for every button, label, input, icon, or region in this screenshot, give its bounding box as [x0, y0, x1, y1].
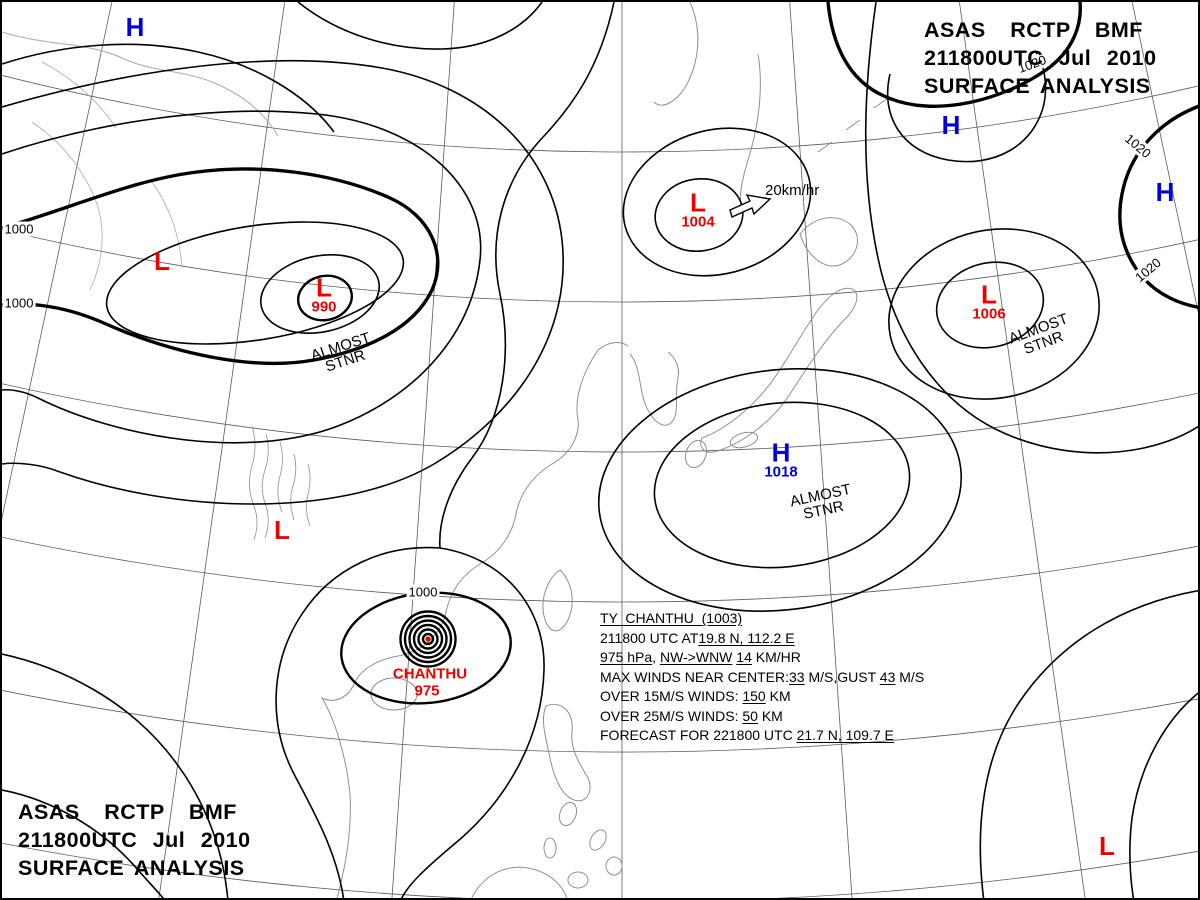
typhoon-icon: [399, 610, 457, 668]
title-block-bottom-left: ASAS RCTP BMF 211800UTC Jul 2010 SURFACE…: [18, 798, 251, 882]
title-charttype: SURFACE ANALYSIS: [924, 74, 1151, 98]
low-symbol: L: [274, 515, 290, 545]
isobar-value-label: 1000: [2, 221, 36, 237]
pressure-value: 1006: [972, 305, 1006, 323]
typhoon-info-line: 975 hPa, NW->WNW 14 KM/HR: [600, 648, 924, 668]
info-text-underlined: TY CHANTHU (1003): [600, 610, 743, 626]
info-text: M/S,GUST: [804, 668, 880, 685]
typhoon-info-line: 211800 UTC AT19.8 N, 112.2 E: [600, 629, 924, 649]
info-text-underlined: 50: [742, 707, 758, 724]
high-symbol: H: [1155, 177, 1175, 207]
info-text: ,: [652, 649, 660, 665]
title-agency: ASAS RCTP BMF: [924, 18, 1143, 42]
high-symbol: H: [125, 12, 145, 42]
low-pressure-marker: L: [154, 246, 170, 276]
low-pressure-marker: L 1004: [681, 187, 715, 231]
pressure-value: 1018: [764, 463, 798, 481]
high-pressure-marker: H: [125, 12, 145, 42]
title-datetime: 211800UTC Jul 2010: [924, 46, 1157, 70]
info-text: KM: [765, 688, 791, 704]
typhoon-info-line: TY CHANTHU (1003): [600, 609, 924, 629]
info-text-underlined: 19.8 N, 112.2 E: [698, 629, 795, 646]
info-text-underlined: 14: [736, 649, 752, 665]
info-text: OVER 25M/S WINDS:: [600, 707, 743, 724]
typhoon-info: TY CHANTHU (1003) 211800 UTC AT19.8 N, 11…: [600, 609, 924, 746]
info-text-underlined: 150: [742, 688, 766, 704]
high-pressure-marker: H: [941, 110, 961, 140]
typhoon-info-line: FORECAST FOR 221800 UTC 21.7 N, 109.7 E: [600, 726, 924, 746]
low-symbol: L: [981, 279, 997, 310]
low-symbol: L: [1099, 831, 1115, 861]
isobar-value-label: 1000: [2, 295, 36, 311]
terrain-marks: [249, 425, 311, 541]
info-text: KM/HR: [751, 649, 801, 665]
pressure-value: 990: [311, 298, 337, 316]
typhoon-info-line: MAX WINDS NEAR CENTER:33 M/S,GUST 43 M/S: [600, 668, 924, 688]
coastlines: [2, 2, 889, 898]
movement-arrow-icon: [729, 194, 772, 218]
info-text: OVER 15M/S WINDS:: [600, 688, 743, 704]
low-pressure-marker: L 990: [311, 272, 337, 316]
info-text-underlined: 43: [879, 668, 896, 685]
info-text: M/S: [895, 668, 925, 685]
typhoon-info-line: OVER 15M/S WINDS: 150 KM: [600, 687, 924, 707]
typhoon-name: CHANTHU: [392, 665, 468, 683]
isobar-value-label: 1000: [406, 584, 440, 600]
low-pressure-marker: L 1006: [972, 279, 1006, 323]
title-charttype: SURFACE ANALYSIS: [18, 856, 245, 880]
info-text: KM: [757, 707, 783, 724]
low-symbol: L: [690, 187, 706, 218]
low-symbol: L: [154, 246, 170, 276]
info-text: MAX WINDS NEAR CENTER:: [600, 668, 790, 685]
low-symbol: L: [316, 272, 332, 303]
typhoon-center-dot: [425, 636, 431, 642]
info-text-underlined: 21.7 N, 109.7 E: [796, 727, 894, 743]
info-text: 211800 UTC AT: [600, 629, 699, 646]
info-text-underlined: 33: [789, 668, 805, 685]
info-text-underlined: NW->WNW: [659, 649, 733, 665]
low-pressure-marker: L: [274, 515, 290, 545]
title-agency: ASAS RCTP BMF: [18, 800, 237, 824]
info-text: FORECAST FOR 221800 UTC: [600, 727, 797, 743]
high-pressure-marker: H 1018: [764, 437, 798, 481]
title-block-top-right: ASAS RCTP BMF 211800UTC Jul 2010 SURFACE…: [924, 16, 1157, 100]
pressure-value: 1004: [681, 213, 715, 231]
title-datetime: 211800UTC Jul 2010: [18, 828, 251, 852]
low-pressure-marker: L: [1099, 831, 1115, 861]
high-symbol: H: [771, 437, 791, 468]
typhoon-info-line: OVER 25M/S WINDS: 50 KM: [600, 707, 924, 727]
typhoon-pressure: 975: [414, 682, 440, 700]
info-text-underlined: 975 hPa: [600, 649, 653, 665]
high-symbol: H: [941, 110, 961, 140]
high-pressure-marker: H: [1155, 177, 1175, 207]
movement-speed-label: 20km/hr: [765, 182, 820, 199]
